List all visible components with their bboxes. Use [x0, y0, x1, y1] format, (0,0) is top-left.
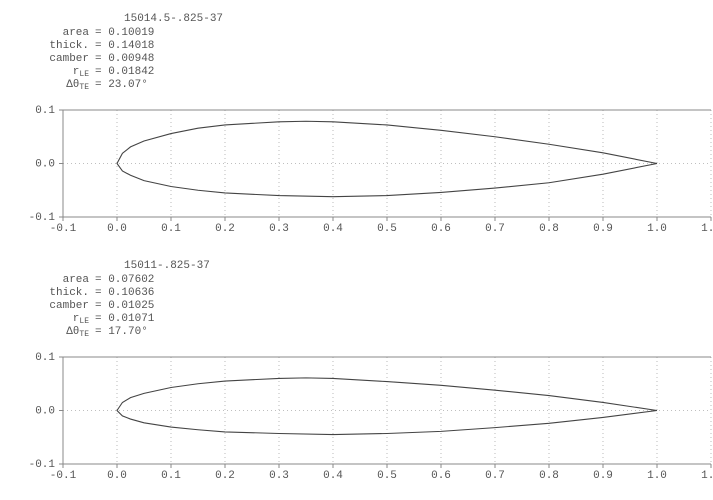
x-tick-label: 0.8	[539, 470, 559, 482]
stat-name: ΔθTE	[66, 79, 89, 92]
y-tick-label: 0.1	[35, 352, 55, 364]
x-tick-label: -0.1	[50, 470, 77, 482]
stat-value: = 0.00948	[95, 53, 154, 65]
x-tick-label: 1.1	[701, 470, 713, 482]
stat-symbol: Δθ	[66, 79, 79, 91]
x-tick-label: 0.9	[593, 470, 613, 482]
stat-name: area	[63, 274, 90, 286]
stat-name: camber	[49, 300, 89, 312]
stat-name: rLE	[73, 313, 89, 326]
y-tick-label: 0.0	[35, 158, 55, 170]
stat-value: = 0.10636	[95, 287, 154, 299]
stat-name: thick.	[49, 287, 89, 299]
stat-value: = 23.07°	[95, 79, 148, 91]
airfoil-outline	[116, 377, 658, 436]
y-tick-label: -0.1	[29, 212, 56, 224]
stat-subscript: LE	[79, 70, 89, 79]
stat-value: = 0.14018	[95, 40, 154, 52]
x-tick-label: 0.6	[431, 223, 451, 235]
x-tick-label: 0.4	[323, 470, 343, 482]
x-tick-label: 0.7	[485, 223, 505, 235]
stat-name: thick.	[49, 40, 89, 52]
x-tick-label: 0.4	[323, 223, 343, 235]
y-tick-label: -0.1	[29, 459, 56, 471]
x-tick-label: 1.1	[701, 223, 713, 235]
x-tick-label: 0.1	[161, 470, 181, 482]
y-tick-label: 0.0	[35, 405, 55, 417]
x-tick-label: 0.3	[269, 470, 289, 482]
stat-value: = 0.07602	[95, 274, 154, 286]
chart-title: 15014.5-.825-37	[124, 13, 223, 25]
x-tick-label: 1.0	[647, 470, 667, 482]
x-tick-label: 0.0	[107, 223, 127, 235]
airfoil-outline	[116, 120, 658, 198]
x-tick-label: 0.2	[215, 223, 235, 235]
chart-title: 15011-.825-37	[124, 260, 210, 272]
x-tick-label: 1.0	[647, 223, 667, 235]
stat-name: area	[63, 27, 90, 39]
stat-symbol: Δθ	[66, 326, 79, 338]
x-tick-label: 0.1	[161, 223, 181, 235]
stat-subscript: TE	[79, 83, 89, 92]
x-tick-label: -0.1	[50, 223, 77, 235]
x-tick-label: 0.5	[377, 470, 397, 482]
stat-value: = 0.01025	[95, 300, 154, 312]
x-tick-label: 0.9	[593, 223, 613, 235]
x-tick-label: 0.5	[377, 223, 397, 235]
stat-value: = 17.70°	[95, 326, 148, 338]
stat-value: = 0.01071	[95, 313, 155, 325]
stat-value: = 0.10019	[95, 27, 154, 39]
stat-name: ΔθTE	[66, 326, 89, 339]
stat-symbol: r	[73, 66, 80, 78]
stat-name: rLE	[73, 66, 89, 79]
x-tick-label: 0.7	[485, 470, 505, 482]
x-tick-label: 0.2	[215, 470, 235, 482]
stat-value: = 0.01842	[95, 66, 154, 78]
x-tick-label: 0.6	[431, 470, 451, 482]
stat-subscript: LE	[79, 317, 89, 326]
x-tick-label: 0.0	[107, 470, 127, 482]
stat-symbol: r	[73, 313, 80, 325]
stat-name: camber	[49, 53, 89, 65]
x-tick-label: 0.3	[269, 223, 289, 235]
stat-subscript: TE	[79, 330, 89, 339]
x-tick-label: 0.8	[539, 223, 559, 235]
y-tick-label: 0.1	[35, 105, 55, 117]
